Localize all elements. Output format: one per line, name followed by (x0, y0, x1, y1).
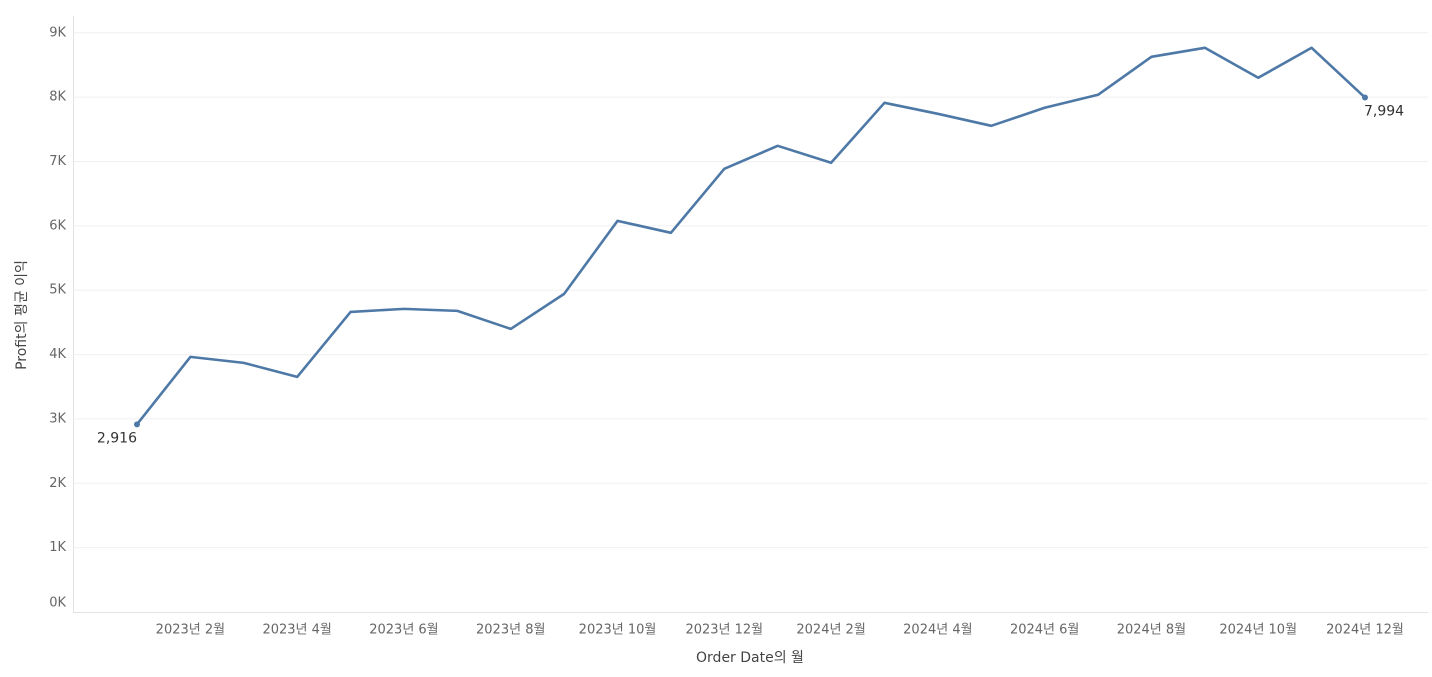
x-tick-label: 2024년 4월 (903, 623, 972, 638)
x-axis-title: Order Date의 월 (696, 650, 804, 666)
x-tick-label: 2023년 6월 (369, 623, 438, 638)
x-tick-label: 2023년 2월 (156, 623, 225, 638)
y-tick-label: 7K (49, 154, 66, 169)
y-tick-label: 2K (49, 476, 66, 491)
x-tick-label: 2024년 10월 (1219, 623, 1297, 638)
y-tick-label: 5K (49, 283, 66, 298)
y-tick-label: 8K (49, 90, 66, 105)
x-tick-label: 2024년 12월 (1326, 623, 1404, 638)
x-tick-label: 2023년 8월 (476, 623, 545, 638)
point (1362, 94, 1368, 101)
data-label: 7,994 (1364, 104, 1404, 120)
x-tick-label: 2024년 2월 (796, 623, 865, 638)
x-tick-label: 2024년 6월 (1010, 623, 1079, 638)
data-label: 2,916 (97, 430, 137, 446)
x-tick-label: 2023년 12월 (685, 623, 763, 638)
y-tick-label: 3K (49, 411, 66, 426)
line (135, 46, 1366, 426)
y-axis-title: Profit의 평균 이익 (14, 260, 30, 370)
y-tick-label: 0K (49, 596, 66, 611)
x-tick-label: 2023년 4월 (262, 623, 331, 638)
x-tick-label: 2023년 10월 (579, 623, 657, 638)
y-tick-label: 9K (49, 25, 66, 40)
x-tick-label: 2024년 8월 (1117, 623, 1186, 638)
y-tick-label: 4K (49, 347, 66, 362)
y-tick-label: 1K (49, 540, 66, 555)
y-tick-label: 6K (49, 218, 66, 233)
point (134, 421, 140, 428)
